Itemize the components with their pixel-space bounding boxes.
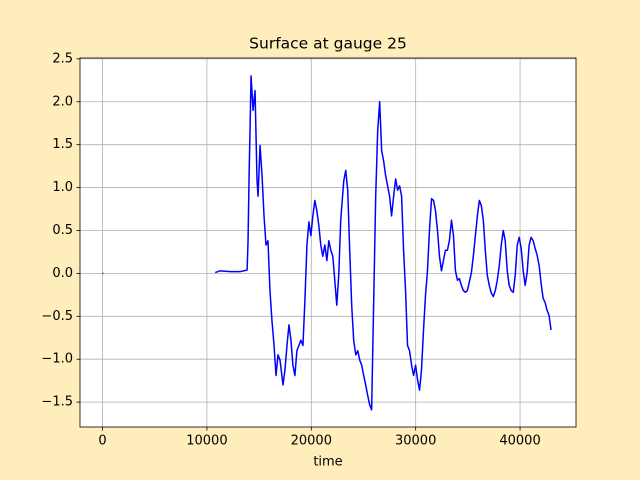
y-tick-label: −0.5 — [41, 309, 73, 324]
chart-title: Surface at gauge 25 — [249, 35, 407, 53]
x-axis-label: time — [313, 455, 342, 470]
y-tick-label: 1.0 — [52, 180, 73, 195]
x-tick-label: 30000 — [395, 434, 436, 449]
x-tick-label: 10000 — [186, 434, 227, 449]
y-tick-label: 2.0 — [52, 94, 73, 109]
y-tick-label: 0.5 — [52, 223, 73, 238]
x-tick-label: 40000 — [499, 434, 540, 449]
axes-frame — [79, 57, 577, 428]
y-tick-label: 0.0 — [52, 266, 73, 281]
data-line — [102, 75, 552, 411]
x-tick-label: 20000 — [291, 434, 332, 449]
x-tick-label: 0 — [98, 434, 106, 449]
y-tick-label: 2.5 — [52, 51, 73, 66]
y-tick-label: 1.5 — [52, 137, 73, 152]
y-tick-label: −1.0 — [41, 352, 73, 367]
y-tick-label: −1.5 — [41, 395, 73, 410]
